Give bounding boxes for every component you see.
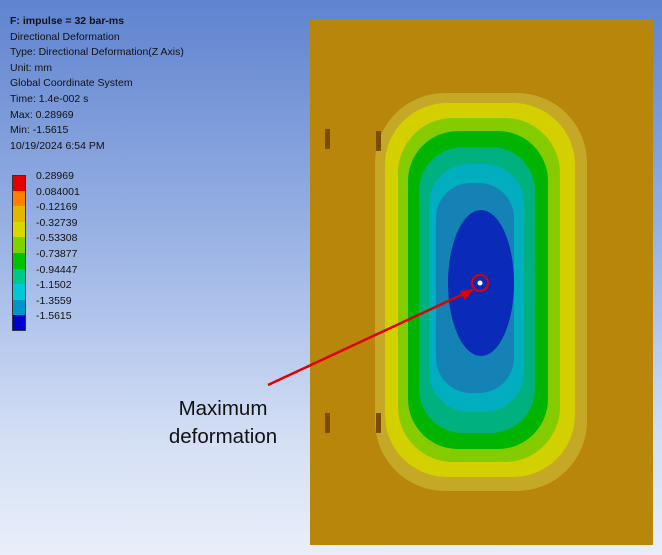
bolt-top-left: [325, 129, 330, 149]
legend-label: -0.32739: [36, 216, 78, 229]
legend-swatch: [12, 253, 26, 269]
legend-label: -1.5615: [36, 310, 72, 323]
legend-swatch: [12, 284, 26, 301]
bolt-bottom-right: [376, 413, 381, 433]
legend-label: -0.73877: [36, 248, 78, 260]
deformation-contours: [375, 93, 587, 491]
legend-swatch: [12, 190, 26, 207]
result-type: Type: Directional Deformation(Z Axis): [10, 46, 184, 59]
legend-label: -1.1502: [36, 279, 72, 292]
coordinate-system: Global Coordinate System: [10, 77, 133, 90]
legend-label: -0.94447: [36, 263, 78, 276]
legend-label: -1.3559: [36, 294, 72, 307]
annotation-label: Maximum deformation: [148, 395, 298, 451]
contour-core: [448, 210, 514, 356]
annotation-label-line1: Maximum: [178, 397, 268, 420]
legend-swatch: [12, 268, 26, 285]
legend-swatch: [12, 315, 26, 332]
legend-swatch: [12, 237, 26, 254]
model-plate[interactable]: [310, 19, 653, 545]
legend-swatch: [12, 175, 26, 191]
result-info-panel: F: impulse = 32 bar-ms Directional Defor…: [10, 14, 184, 154]
annotation-label-line2: deformation: [168, 425, 278, 448]
legend-label: -0.12169: [36, 201, 78, 214]
bolt-top-right: [376, 131, 381, 151]
result-time: Time: 1.4e-002 s: [10, 92, 89, 105]
result-unit: Unit: mm: [10, 61, 52, 74]
result-name: Directional Deformation: [10, 30, 120, 43]
legend-swatch: [12, 221, 26, 238]
legend-label: 0.28969: [36, 170, 74, 182]
legend-swatch: [12, 206, 26, 223]
legend-label: 0.084001: [36, 185, 80, 198]
result-title: F: impulse = 32 bar-ms: [10, 15, 125, 27]
result-min: Min: -1.5615: [10, 124, 69, 137]
legend-label: -0.53308: [36, 232, 78, 245]
bolt-bottom-left: [325, 413, 330, 433]
result-max: Max: 0.28969: [10, 108, 74, 121]
legend-swatch: [12, 299, 26, 316]
result-timestamp: 10/19/2024 6:54 PM: [10, 139, 105, 152]
